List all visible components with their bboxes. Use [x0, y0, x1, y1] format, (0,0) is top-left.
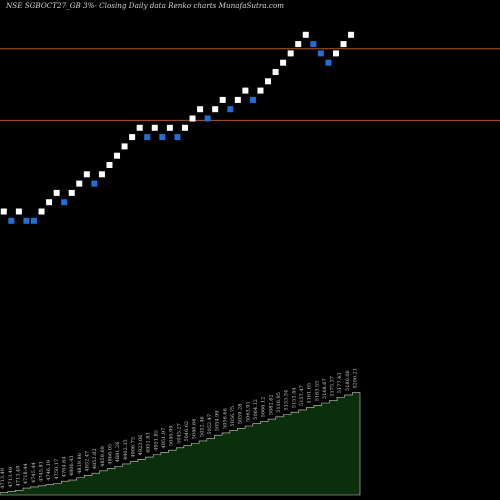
- volume-label: 4745.81: [39, 461, 45, 482]
- volume-label: 5157.47: [299, 385, 305, 406]
- renko-brick-down: [30, 217, 37, 224]
- renko-brick-down: [317, 50, 324, 57]
- renko-brick-up: [219, 96, 226, 103]
- renko-brick-up: [15, 208, 22, 215]
- volume-label: 4713.49: [0, 468, 6, 489]
- renko-brick-up: [114, 152, 121, 159]
- renko-brick-down: [174, 134, 181, 141]
- renko-brick-down: [144, 134, 151, 141]
- volume-label: 5052.46: [199, 416, 205, 437]
- renko-brick-up: [76, 180, 83, 187]
- volume-label: 5046.62: [184, 421, 190, 442]
- renko-brick-up: [136, 124, 143, 131]
- renko-brick-up: [83, 171, 90, 178]
- renko-brick-down: [8, 217, 15, 224]
- volume-label: 4951.85: [153, 430, 159, 451]
- volume-label: 4951.97: [161, 428, 167, 449]
- volume-label: 5054.99: [215, 411, 221, 432]
- renko-brick-up: [151, 124, 158, 131]
- renko-brick-down: [159, 134, 166, 141]
- volume-label: 5056.66: [222, 408, 228, 429]
- renko-brick-up: [212, 106, 219, 113]
- renko-brick-up: [280, 59, 287, 66]
- renko-brick-up: [46, 199, 53, 206]
- volume-label: 5161.65: [307, 383, 313, 404]
- renko-brick-up: [272, 69, 279, 75]
- volume-label: 4713.48: [16, 466, 22, 487]
- volume-label: 5082.62: [268, 394, 274, 415]
- renko-brick-down: [204, 115, 211, 122]
- volume-label: 5163.55: [314, 381, 320, 402]
- renko-brick-up: [189, 115, 196, 122]
- renko-brick-up: [38, 208, 45, 215]
- volume-label: 4859.69: [100, 446, 106, 467]
- renko-brick-up: [68, 189, 75, 196]
- volume-label: 5168.67: [322, 378, 328, 399]
- volume-label: 5177.43: [337, 373, 343, 394]
- volume-label: 4819.86: [77, 453, 83, 474]
- volume-label: 5063.91: [245, 401, 251, 422]
- renko-brick-down: [249, 96, 256, 103]
- renko-brick-up: [98, 171, 105, 178]
- volume-label: 5056.75: [230, 406, 236, 427]
- volume-label: 4745.44: [31, 462, 37, 483]
- renko-brick-up: [106, 162, 113, 168]
- volume-label: 5180.06: [345, 370, 351, 391]
- volume-label: 4902.35: [123, 439, 129, 460]
- renko-brick-up: [332, 50, 339, 57]
- renko-brick-up: [242, 87, 249, 94]
- volume-label: 4923.06: [138, 435, 144, 456]
- volume-label: 5059.28: [238, 404, 244, 425]
- volume-label: 4718.44: [23, 463, 29, 484]
- volume-label: 4852.47: [84, 451, 90, 472]
- renko-brick-up: [0, 208, 7, 215]
- renko-brick-up: [295, 41, 302, 48]
- volume-label: 4746.19: [46, 460, 52, 481]
- renko-brick-down: [325, 59, 332, 66]
- volume-label: 5153.34: [284, 390, 290, 411]
- volume-label: 5045.27: [176, 423, 182, 444]
- volume-label: 4806.43: [69, 455, 75, 476]
- renko-brick-up: [166, 124, 173, 131]
- volume-label: 4713.49: [8, 467, 14, 488]
- volume-label: 4866.05: [107, 444, 113, 465]
- renko-brick-down: [91, 180, 98, 187]
- volume-label: 5116.95: [276, 392, 282, 413]
- volume-label: 5175.37: [330, 376, 336, 397]
- volume-label: 4852.82: [92, 448, 98, 469]
- volume-label: 4750.17: [54, 459, 60, 480]
- renko-brick-up: [234, 96, 241, 103]
- renko-brick-up: [302, 31, 309, 38]
- renko-brick-up: [265, 78, 272, 85]
- volume-label: 5066.12: [261, 397, 267, 418]
- volume-label: 5052.47: [207, 414, 213, 435]
- volume-area: [0, 392, 361, 496]
- volume-label: 4906.75: [130, 437, 136, 458]
- renko-brick-up: [121, 143, 128, 150]
- renko-brick-up: [340, 41, 347, 48]
- renko-brick-up: [181, 124, 188, 131]
- chart-title: NSE SGBOCT27_GB 3%- Closing Daily data R…: [6, 1, 285, 10]
- renko-brick-up: [287, 50, 294, 57]
- renko-brick-down: [310, 41, 317, 48]
- renko-brick-up: [257, 87, 264, 94]
- volume-label: 5200.21: [353, 368, 359, 389]
- renko-brick-up: [348, 31, 355, 38]
- renko-brick-down: [61, 199, 68, 206]
- volume-label: 5153.44: [291, 388, 297, 409]
- renko-brick-up: [53, 189, 60, 196]
- volume-label: 5046.66: [192, 419, 198, 440]
- renko-brick-up: [129, 134, 136, 141]
- volume-label: 4881.26: [115, 442, 121, 463]
- renko-brick-down: [23, 217, 30, 224]
- volume-label: 4764.64: [61, 457, 67, 478]
- volume-label: 5040.99: [169, 425, 175, 446]
- renko-brick-up: [197, 106, 204, 113]
- volume-label: 4951.83: [146, 432, 152, 453]
- renko-brick-down: [227, 106, 234, 113]
- volume-label: 5064.12: [253, 399, 259, 420]
